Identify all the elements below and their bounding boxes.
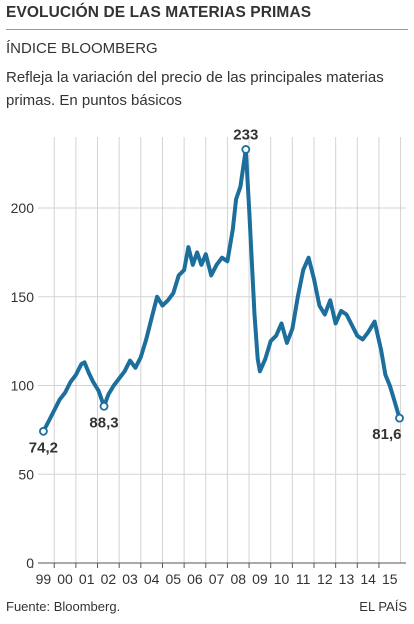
chart-subtitle: ÍNDICE BLOOMBERG — [6, 40, 158, 57]
source-note: Fuente: Bloomberg. — [6, 599, 121, 614]
x-tick-label: 15 — [382, 571, 398, 587]
y-tick-label: 200 — [11, 200, 35, 216]
x-tick-label: 14 — [360, 571, 376, 587]
x-tick-label: 99 — [36, 571, 52, 587]
annotation-layer: 233 74,2 88,3 81,6 — [29, 126, 404, 456]
data-label: 81,6 — [372, 426, 401, 443]
data-label: 233 — [233, 126, 258, 143]
data-point-marker — [99, 401, 109, 411]
x-tick-label: 05 — [166, 571, 182, 587]
axis-layer: 0 50 100 150 200 99 00 01 02 03 04 05 06 07 08 09 10 11 12… — [11, 200, 406, 587]
x-tick-label: 08 — [230, 571, 246, 587]
y-tick-label: 0 — [26, 555, 34, 571]
grid-layer — [38, 137, 406, 564]
data-label: 88,3 — [89, 414, 118, 431]
x-tick-label: 01 — [79, 571, 95, 587]
series-layer — [41, 147, 402, 434]
data-label: 74,2 — [29, 439, 58, 456]
x-tick-label: 09 — [252, 571, 268, 587]
title-divider — [6, 29, 408, 30]
y-tick-label: 150 — [11, 289, 35, 305]
x-tick-label: 06 — [187, 571, 203, 587]
data-point-marker — [39, 426, 48, 436]
data-point-marker — [241, 145, 251, 154]
data-point-marker — [395, 413, 404, 423]
x-tick-label: 11 — [296, 571, 311, 587]
x-tick-label: 07 — [209, 571, 225, 587]
x-tick-label: 12 — [317, 571, 333, 587]
chart-title: EVOLUCIÓN DE LAS MATERIAS PRIMAS — [6, 4, 312, 21]
x-tick-label: 00 — [57, 571, 73, 587]
x-tick-label: 10 — [274, 571, 290, 587]
y-tick-label: 50 — [18, 466, 34, 482]
y-tick-label: 100 — [11, 378, 35, 394]
chart-description: Refleja la variación del precio de las p… — [6, 69, 384, 109]
x-tick-label: 02 — [101, 571, 117, 587]
x-tick-label: 13 — [339, 571, 355, 587]
x-tick-label: 03 — [122, 571, 138, 587]
series-line — [41, 147, 402, 434]
brand-label: EL PAÍS — [359, 599, 407, 614]
x-tick-label: 04 — [144, 571, 160, 587]
